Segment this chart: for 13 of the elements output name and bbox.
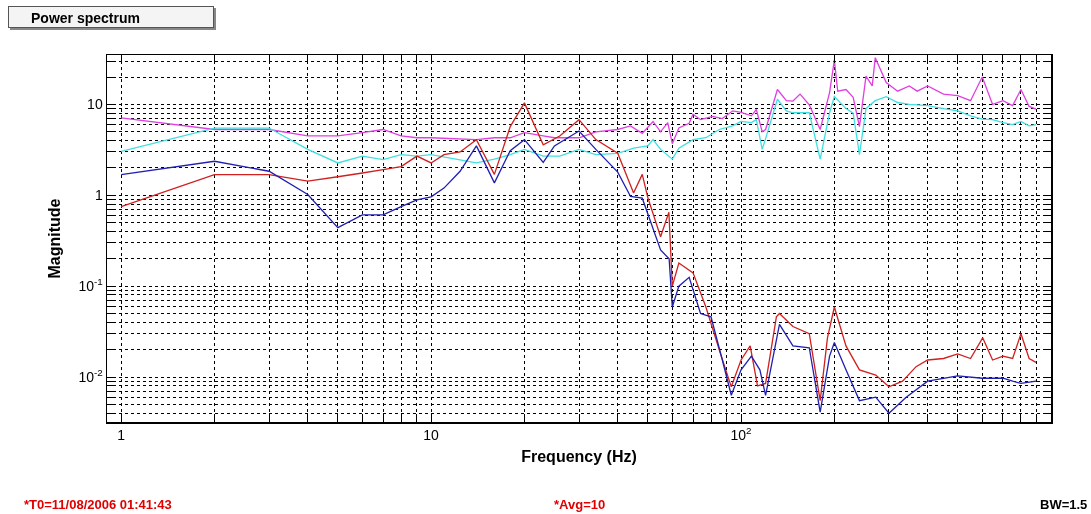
text: BW=1.5 [1040,497,1088,512]
y-tick-label: 10$^{-1}$ [78,276,103,295]
y-axis-title: Magnitude [45,198,63,279]
x-tick-label: 10 [423,427,440,444]
y-tick-label: 10 [87,96,103,113]
text: *T0=11/08/2006 01:41:43 [24,497,172,512]
y-tick-label: 1 [94,187,103,204]
x-axis-title: Frequency (Hz) [521,447,637,465]
x-tick-label: 1 [117,427,126,444]
text: *Avg=10 [554,497,606,512]
y-tick-label: 10$^{-2}$ [78,367,103,385]
chart-title: Power spectrum [8,6,214,28]
x-tick-label: 10$^{2}$ [730,425,752,444]
